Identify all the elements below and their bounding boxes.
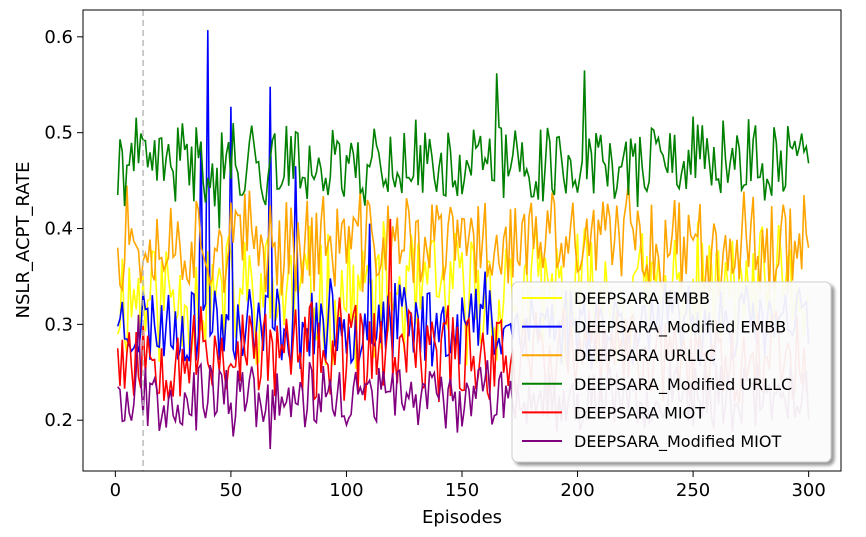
legend-label: DEEPSARA EMBB xyxy=(574,289,710,308)
x-tick-label: 300 xyxy=(791,480,825,501)
y-axis-ticks: 0.2 0.3 0.4 0.5 0.6 xyxy=(44,27,83,431)
x-tick-label: 250 xyxy=(676,480,710,501)
y-tick-label: 0.2 xyxy=(44,410,73,431)
x-axis-ticks: 0 50 100 150 200 250 300 xyxy=(110,471,826,501)
y-tick-label: 0.5 xyxy=(44,123,73,144)
legend: DEEPSARA EMBB DEEPSARA_Modified EMBB DEEPS… xyxy=(511,281,832,463)
x-tick-label: 150 xyxy=(445,480,479,501)
y-tick-label: 0.3 xyxy=(44,314,73,335)
x-tick-label: 0 xyxy=(110,480,121,501)
x-axis-label: Episodes xyxy=(422,507,502,528)
series-layer xyxy=(116,10,810,471)
legend-label: DEEPSARA MIOT xyxy=(574,403,705,422)
series-line xyxy=(116,182,810,296)
legend-label: DEEPSARA URLLC xyxy=(574,346,716,365)
legend-box xyxy=(511,281,832,463)
x-tick-label: 50 xyxy=(219,480,242,501)
y-tick-label: 0.4 xyxy=(44,219,73,240)
legend-label: DEEPSARA_Modified URLLC xyxy=(574,375,792,395)
y-axis-label: NSLR_ACPT_RATE xyxy=(13,162,34,319)
y-tick-label: 0.6 xyxy=(44,27,73,48)
series-line xyxy=(116,70,810,229)
x-tick-label: 200 xyxy=(560,480,594,501)
legend-label: DEEPSARA_Modified EMBB xyxy=(574,318,786,338)
x-tick-label: 100 xyxy=(329,480,363,501)
legend-label: DEEPSARA_Modified MIOT xyxy=(574,432,781,452)
